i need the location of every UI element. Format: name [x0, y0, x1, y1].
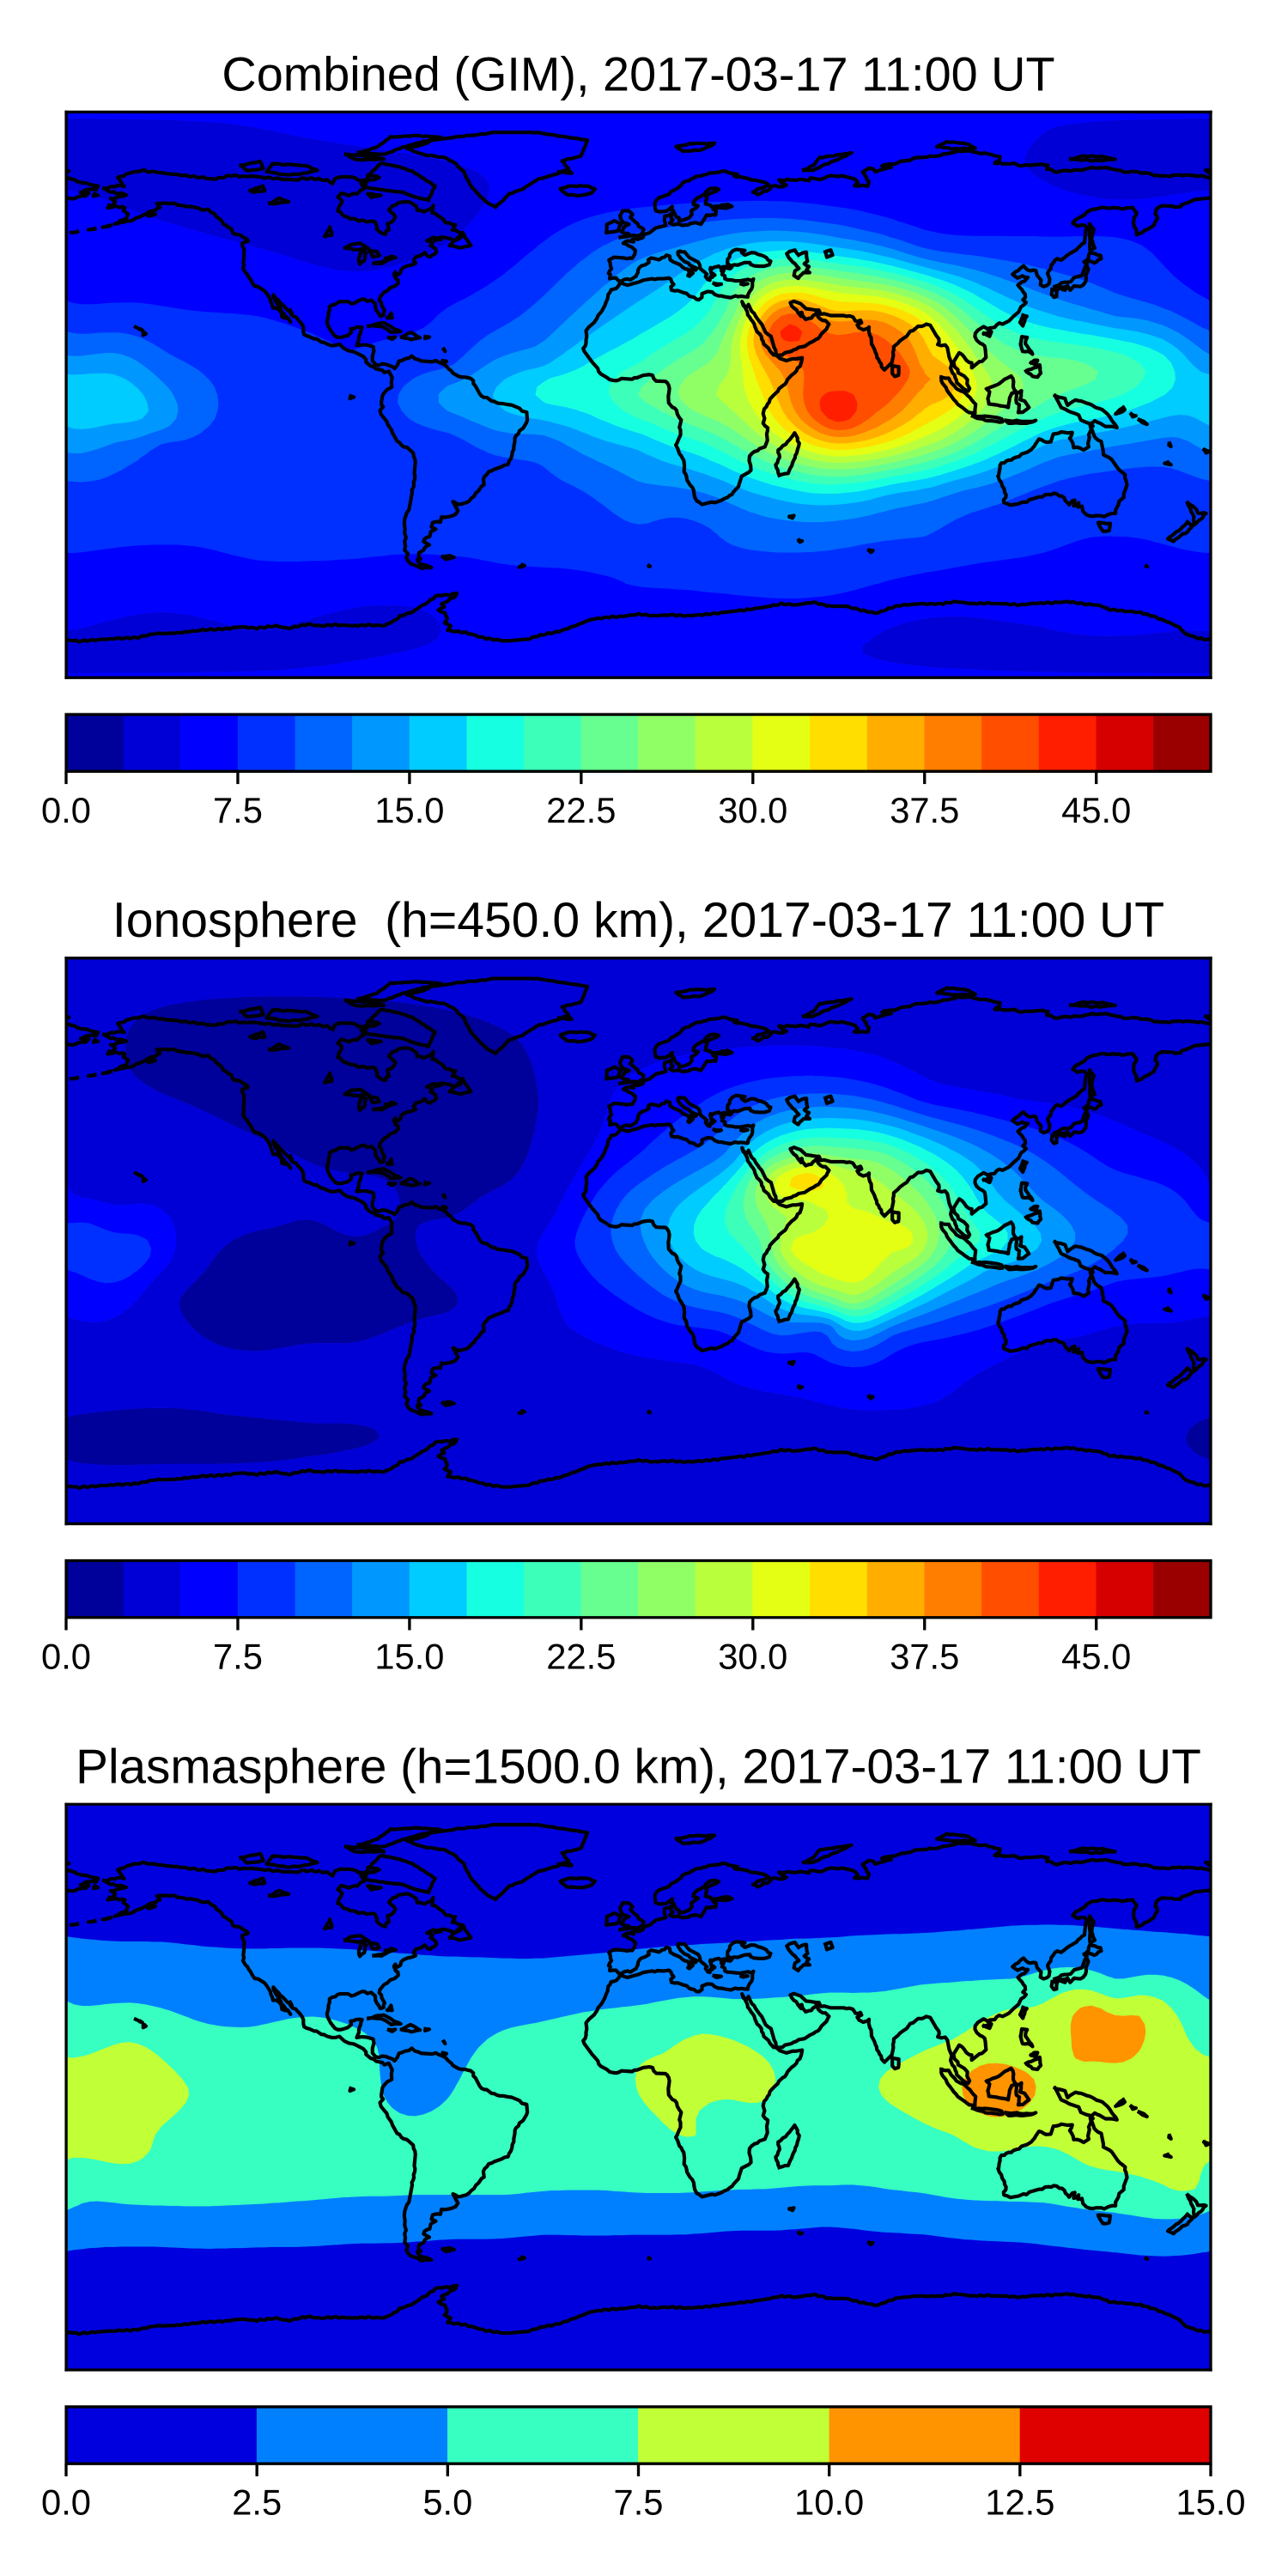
- svg-text:37.5: 37.5: [890, 1636, 959, 1676]
- svg-text:2.5: 2.5: [232, 2482, 282, 2523]
- svg-text:10.0: 10.0: [794, 2482, 864, 2523]
- svg-text:7.5: 7.5: [614, 2482, 664, 2523]
- svg-text:22.5: 22.5: [546, 790, 616, 830]
- svg-text:45.0: 45.0: [1061, 1636, 1131, 1676]
- svg-text:Plasmasphere (h=1500.0 km), 20: Plasmasphere (h=1500.0 km), 2017-03-17 1…: [76, 1740, 1201, 1794]
- svg-text:7.5: 7.5: [213, 790, 263, 830]
- svg-text:45.0: 45.0: [1061, 790, 1131, 830]
- svg-text:7.5: 7.5: [213, 1636, 263, 1676]
- svg-text:22.5: 22.5: [546, 1636, 616, 1676]
- svg-text:30.0: 30.0: [718, 1636, 787, 1676]
- svg-text:0.0: 0.0: [41, 790, 91, 830]
- svg-text:37.5: 37.5: [890, 790, 959, 830]
- svg-text:15.0: 15.0: [374, 1636, 444, 1676]
- svg-text:15.0: 15.0: [374, 790, 444, 830]
- svg-text:0.0: 0.0: [41, 2482, 91, 2523]
- svg-text:12.5: 12.5: [985, 2482, 1054, 2523]
- svg-text:0.0: 0.0: [41, 1636, 91, 1676]
- svg-text:Combined (GIM), 2017-03-17 11:: Combined (GIM), 2017-03-17 11:00 UT: [222, 46, 1054, 100]
- svg-text:15.0: 15.0: [1176, 2482, 1245, 2523]
- svg-text:Ionosphere (h=450.0 km), 2017: Ionosphere (h=450.0 km), 2017-03-17 11:0…: [112, 893, 1164, 948]
- svg-text:30.0: 30.0: [718, 790, 787, 830]
- svg-text:5.0: 5.0: [422, 2482, 472, 2523]
